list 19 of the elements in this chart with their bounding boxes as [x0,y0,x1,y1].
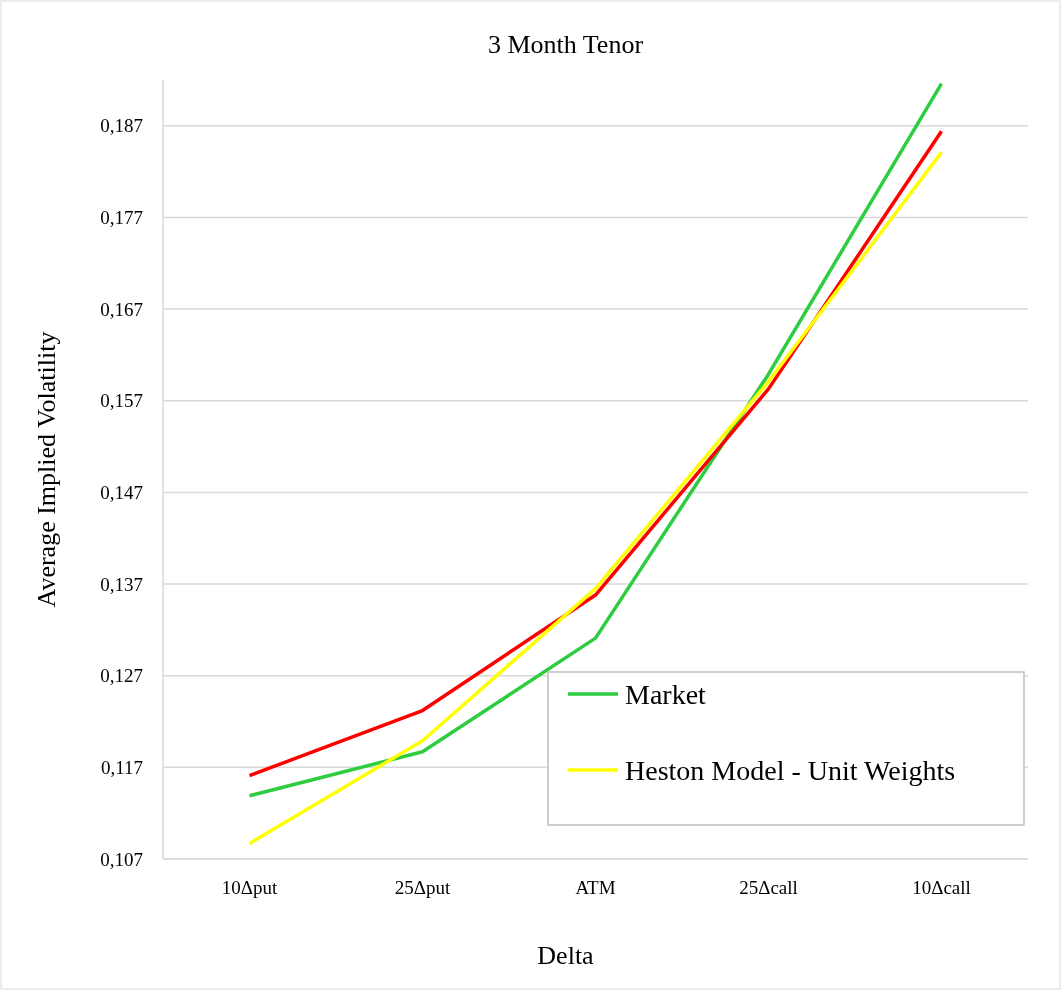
x-tick-label: ATM [575,877,616,898]
y-tick-label: 0,127 [100,665,143,687]
y-tick-label: 0,157 [100,390,143,412]
legend-label: Heston Model - Unit Weights [625,754,956,786]
y-tick-label: 0,177 [100,207,143,229]
y-tick-label: 0,117 [100,757,143,778]
y-tick-label: 0,167 [100,298,143,320]
x-tick-label: 25Δcall [739,877,798,898]
y-tick-label: 0,107 [100,848,143,870]
y-tick-label: 0,147 [100,482,143,504]
y-axis-title: Average Implied Volatility [32,331,61,608]
x-tick-label: 10Δcall [912,877,971,898]
legend-label: Market [625,678,707,710]
x-axis-title: Delta [537,941,595,970]
x-tick-label: 25Δput [394,877,451,898]
y-tick-label: 0,137 [100,573,143,595]
chart-title: 3 Month Tenor [487,30,644,59]
x-tick-label: 10Δput [221,877,278,898]
y-tick-label: 0,187 [100,115,143,137]
